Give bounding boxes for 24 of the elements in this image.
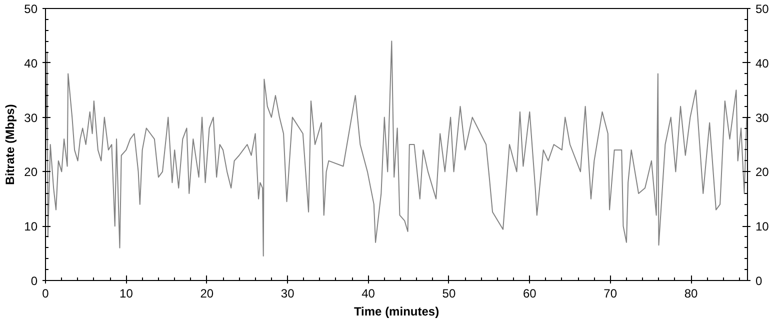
y-tick-label: 40: [24, 56, 38, 70]
y-axis-title: Bitrate (Mbps): [3, 104, 18, 185]
x-tick-label: 40: [362, 286, 376, 300]
x-tick-label: 80: [684, 286, 698, 300]
y-tick-label: 10: [24, 220, 38, 234]
x-tick-label: 30: [280, 286, 295, 300]
y-tick-label: 20: [24, 165, 38, 180]
x-tick-label: 0: [42, 286, 50, 300]
y2-tick-label: 50: [756, 2, 770, 16]
y2-tick-label: 30: [756, 110, 770, 125]
x-tick-label: 70: [604, 286, 618, 300]
y-tick-label: 0: [30, 274, 38, 288]
y2-tick-label: 0: [756, 274, 762, 288]
x-tick-label: 50: [442, 286, 456, 300]
x-tick-label: 10: [120, 286, 134, 300]
y2-tick-label: 10: [756, 220, 770, 234]
y-tick-label: 30: [24, 110, 38, 125]
y2-tick-label: 20: [756, 165, 770, 180]
x-axis-title: Time (minutes): [354, 304, 440, 318]
line-series: [46, 40, 748, 257]
x-tick-label: 60: [522, 286, 537, 300]
y2-tick-label: 40: [756, 56, 770, 70]
y-tick-label: 50: [24, 2, 38, 16]
x-tick-label: 20: [200, 286, 214, 300]
